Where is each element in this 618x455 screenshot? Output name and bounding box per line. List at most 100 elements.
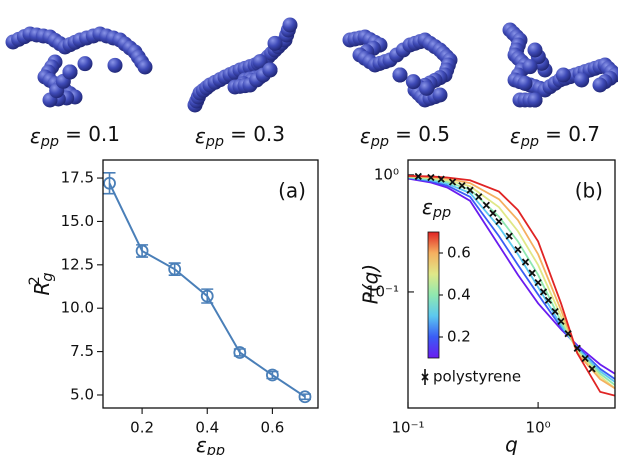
- point: [414, 172, 422, 181]
- bead: [555, 67, 571, 83]
- colorbar-tick-label: 0.4: [447, 286, 471, 304]
- x-axis-label-symbol: ε: [196, 433, 207, 455]
- colorbar-tick-label: 0.2: [447, 328, 471, 346]
- bead: [522, 59, 538, 75]
- error-bar: [298, 393, 311, 401]
- x-tick-label: 0.6: [260, 419, 284, 437]
- colorbar-tick-label: 0.6: [447, 244, 471, 262]
- point: [564, 330, 572, 338]
- bead: [262, 62, 278, 78]
- conformation-label-subscript: pp: [520, 134, 539, 150]
- y-tick-label: 10⁻¹: [366, 282, 399, 300]
- conformation-label-symbol: ε: [510, 124, 521, 148]
- y-axis-label-subscript: g: [40, 272, 56, 281]
- y-tick-label: 5.0: [70, 385, 94, 403]
- point: [466, 186, 474, 194]
- bead: [405, 74, 421, 90]
- point: [505, 232, 513, 240]
- y-tick-label: 10.0: [61, 299, 94, 317]
- conformation-label-text: = 0.7: [545, 122, 600, 146]
- plot-area: [408, 172, 615, 397]
- legend-marker: [421, 369, 429, 385]
- x-tick-label: 0.2: [130, 419, 154, 437]
- series-line: [408, 177, 615, 375]
- y-axis-label-superscript: 2: [27, 276, 43, 285]
- point: [458, 181, 466, 190]
- bead: [62, 64, 78, 80]
- bead: [267, 35, 283, 51]
- point: [448, 178, 457, 186]
- point: [528, 269, 536, 277]
- point: [544, 296, 553, 304]
- y-axis-label: P(q): [359, 264, 383, 304]
- point: [521, 258, 530, 266]
- point: [489, 209, 497, 217]
- conformation-label-subscript: pp: [40, 134, 59, 150]
- conformation-label: εpp = 0.7: [510, 122, 600, 151]
- error-bar: [103, 172, 116, 195]
- colorbar-label-subscript: pp: [432, 205, 451, 221]
- conformation-label-text: = 0.3: [230, 122, 285, 146]
- point: [233, 346, 247, 359]
- conformation-label-text: = 0.5: [395, 122, 450, 146]
- point: [573, 344, 581, 352]
- conformation-label-symbol: ε: [195, 124, 206, 148]
- bead: [527, 42, 543, 58]
- series-line: [408, 175, 615, 397]
- conformation-label: εpp = 0.3: [195, 122, 285, 151]
- y-axis-label: Rg2: [27, 272, 56, 295]
- conformation-label: εpp = 0.1: [30, 122, 120, 151]
- bead: [282, 17, 298, 33]
- point: [495, 217, 503, 226]
- x-axis-label-subscript: pp: [206, 443, 225, 455]
- point: [581, 354, 589, 363]
- point: [588, 365, 596, 373]
- point: [557, 317, 565, 326]
- conformation-label: εpp = 0.5: [360, 122, 450, 151]
- axes-frame: [407, 159, 616, 409]
- conformation-label-subscript: pp: [370, 134, 389, 150]
- point: [427, 173, 435, 182]
- x-tick-label: 10⁻¹: [391, 419, 424, 437]
- point: [475, 193, 483, 201]
- y-axis-label-symbol: R: [30, 282, 54, 296]
- y-tick-label: 15.0: [61, 212, 94, 230]
- bead: [137, 59, 153, 75]
- point: [135, 244, 149, 258]
- conformation-label-text: = 0.1: [65, 122, 120, 146]
- y-tick-label: 10⁰: [374, 165, 399, 183]
- x-tick-label: 10⁰: [526, 419, 551, 437]
- legend-label: polystyrene: [433, 368, 521, 386]
- point: [168, 262, 182, 276]
- point: [539, 288, 548, 296]
- bead: [517, 75, 533, 91]
- point: [298, 390, 312, 404]
- bead: [432, 87, 448, 103]
- colorbar-label: εpp: [422, 195, 451, 222]
- y-tick-label: 12.5: [61, 255, 94, 273]
- point: [551, 307, 559, 316]
- point: [265, 368, 279, 382]
- y-tick-label: 7.5: [70, 342, 94, 360]
- point: [514, 245, 522, 254]
- x-axis-label: q: [505, 433, 518, 455]
- conformation-label-symbol: ε: [30, 124, 41, 148]
- bead: [419, 80, 435, 96]
- axes-frame: [102, 159, 319, 409]
- bead: [527, 92, 543, 108]
- panel-label: (b): [575, 179, 603, 203]
- colorbar: [427, 231, 440, 359]
- point: [534, 279, 542, 287]
- y-tick-label: 17.5: [61, 169, 94, 187]
- bead: [77, 56, 93, 72]
- point: [200, 289, 214, 303]
- series-line: [408, 176, 615, 383]
- series-line: [408, 177, 615, 380]
- conformation-label-subscript: pp: [205, 134, 224, 150]
- bead: [592, 77, 608, 93]
- x-tick-label: 0.4: [195, 419, 219, 437]
- point: [482, 201, 490, 209]
- point: [437, 175, 445, 183]
- plot-area: [103, 172, 312, 404]
- point: [103, 176, 116, 190]
